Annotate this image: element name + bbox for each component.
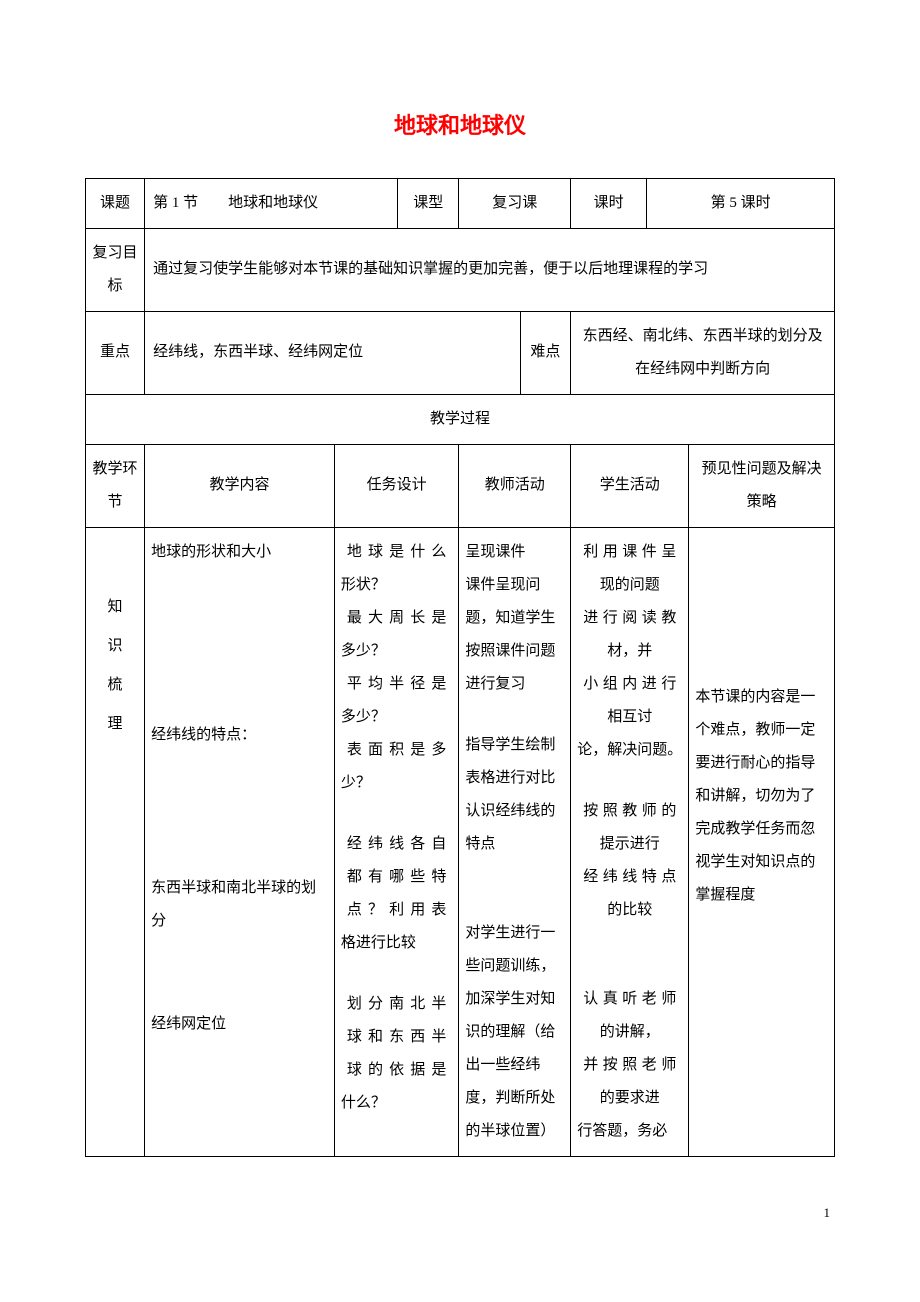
section-header-char: 梳 bbox=[92, 666, 138, 705]
td-para: 平均半径是 bbox=[341, 668, 452, 701]
topic-value: 第 1 节 地球和地球仪 bbox=[145, 178, 398, 228]
sa-para: 经纬线特点 bbox=[577, 861, 682, 894]
student-activity-cell: 利用课件呈 现的问题 进行阅读教 材，并 小组内进行 相互讨 论，解决问题。 按… bbox=[571, 527, 689, 1156]
sa-para: 提示进行 bbox=[577, 828, 682, 861]
col-issues: 预见性问题及解决策略 bbox=[689, 444, 835, 527]
td-para: 都有哪些特 bbox=[341, 861, 452, 894]
tc-para: 经纬线的特点： bbox=[151, 719, 328, 752]
td-para: 表面积是多 bbox=[341, 734, 452, 767]
sa-para: 行答题，务必 bbox=[577, 1115, 682, 1148]
sa-para: 论，解决问题。 bbox=[577, 734, 682, 767]
sa-para: 并按照老师 bbox=[577, 1049, 682, 1082]
ta-para: 呈现课件 bbox=[465, 536, 564, 569]
page-number: 1 bbox=[85, 1197, 835, 1228]
process-header: 教学过程 bbox=[86, 394, 835, 444]
td-para: 少？ bbox=[341, 767, 452, 800]
teacher-activity-cell: 呈现课件 课件呈现问题，知道学生按照课件问题进行复习 指导学生绘制表格进行对比认… bbox=[459, 527, 571, 1156]
key-label: 重点 bbox=[86, 311, 145, 394]
sa-para: 利用课件呈 bbox=[577, 536, 682, 569]
goal-value: 通过复习使学生能够对本节课的基础知识掌握的更加完善，便于以后地理课程的学习 bbox=[145, 228, 835, 311]
td-para: 地球是什么 bbox=[341, 536, 452, 569]
ta-para: 指导学生绘制表格进行对比认识经纬线的特点 bbox=[465, 729, 564, 861]
td-para: 形状？ bbox=[341, 569, 452, 602]
lesson-plan-table: 课题 第 1 节 地球和地球仪 课型 复习课 课时 第 5 课时 复习目标 通过… bbox=[85, 178, 835, 1157]
diff-value: 东西经、南北纬、东西半球的划分及在经纬网中判断方向 bbox=[571, 311, 835, 394]
sa-para: 现的问题 bbox=[577, 569, 682, 602]
td-para: 多少？ bbox=[341, 701, 452, 734]
ta-para: 课件呈现问题，知道学生按照课件问题进行复习 bbox=[465, 569, 564, 701]
tc-para: 东西半球和南北半球的划分 bbox=[151, 872, 328, 938]
sa-para: 的比较 bbox=[577, 894, 682, 927]
sa-para: 进行阅读教 bbox=[577, 602, 682, 635]
type-value: 复习课 bbox=[459, 178, 571, 228]
tc-para: 经纬网定位 bbox=[151, 1008, 328, 1041]
section-header-char: 理 bbox=[92, 705, 138, 744]
main-content-row: 知 识 梳 理 地球的形状和大小 经纬线的特点： 东西半球和南北半球的划分 经纬… bbox=[86, 527, 835, 1156]
sa-para: 认真听老师 bbox=[577, 983, 682, 1016]
td-para: 点？利用表 bbox=[341, 894, 452, 927]
teaching-content-cell: 地球的形状和大小 经纬线的特点： 东西半球和南北半球的划分 经纬网定位 bbox=[145, 527, 335, 1156]
type-label: 课型 bbox=[398, 178, 459, 228]
td-para: 球和东西半 bbox=[341, 1021, 452, 1054]
task-design-cell: 地球是什么 形状？ 最大周长是 多少？ 平均半径是 多少？ 表面积是多 少？ 经… bbox=[334, 527, 458, 1156]
ta-para: 对学生进行一些问题训练，加深学生对知识的理解（给出一些经纬度，判断所处的半球位置… bbox=[465, 917, 564, 1148]
sa-para: 相互讨 bbox=[577, 701, 682, 734]
sa-para: 按照教师的 bbox=[577, 795, 682, 828]
topic-label: 课题 bbox=[86, 178, 145, 228]
section-header-char: 知 bbox=[92, 588, 138, 627]
header-row: 课题 第 1 节 地球和地球仪 课型 复习课 课时 第 5 课时 bbox=[86, 178, 835, 228]
section-header-char: 识 bbox=[92, 627, 138, 666]
td-para: 什么？ bbox=[341, 1087, 452, 1120]
sa-para: 的要求进 bbox=[577, 1082, 682, 1115]
col-student: 学生活动 bbox=[571, 444, 689, 527]
page-title: 地球和地球仪 bbox=[85, 100, 835, 153]
process-header-row: 教学过程 bbox=[86, 394, 835, 444]
tc-para: 地球的形状和大小 bbox=[151, 536, 328, 569]
issues-cell: 本节课的内容是一个难点，教师一定要进行耐心的指导和讲解，切勿为了完成教学任务而忽… bbox=[689, 527, 835, 1156]
sa-para: 小组内进行 bbox=[577, 668, 682, 701]
col-content: 教学内容 bbox=[145, 444, 335, 527]
col-task: 任务设计 bbox=[334, 444, 458, 527]
period-label: 课时 bbox=[571, 178, 647, 228]
period-value: 第 5 课时 bbox=[647, 178, 835, 228]
sa-para: 材，并 bbox=[577, 635, 682, 668]
td-para: 划分南北半 bbox=[341, 988, 452, 1021]
focus-row: 重点 经纬线，东西半球、经纬网定位 难点 东西经、南北纬、东西半球的划分及在经纬… bbox=[86, 311, 835, 394]
col-teacher: 教师活动 bbox=[459, 444, 571, 527]
diff-label: 难点 bbox=[520, 311, 571, 394]
td-para: 最大周长是 bbox=[341, 602, 452, 635]
key-value: 经纬线，东西半球、经纬网定位 bbox=[145, 311, 521, 394]
issues-text: 本节课的内容是一个难点，教师一定要进行耐心的指导和讲解，切勿为了完成教学任务而忽… bbox=[695, 681, 828, 912]
sa-para: 的讲解， bbox=[577, 1016, 682, 1049]
section-header-cell: 知 识 梳 理 bbox=[86, 527, 145, 1156]
col-step: 教学环节 bbox=[86, 444, 145, 527]
td-para: 经纬线各自 bbox=[341, 828, 452, 861]
goal-row: 复习目标 通过复习使学生能够对本节课的基础知识掌握的更加完善，便于以后地理课程的… bbox=[86, 228, 835, 311]
td-para: 格进行比较 bbox=[341, 927, 452, 960]
goal-label: 复习目标 bbox=[86, 228, 145, 311]
td-para: 球的依据是 bbox=[341, 1054, 452, 1087]
td-para: 多少？ bbox=[341, 635, 452, 668]
columns-row: 教学环节 教学内容 任务设计 教师活动 学生活动 预见性问题及解决策略 bbox=[86, 444, 835, 527]
